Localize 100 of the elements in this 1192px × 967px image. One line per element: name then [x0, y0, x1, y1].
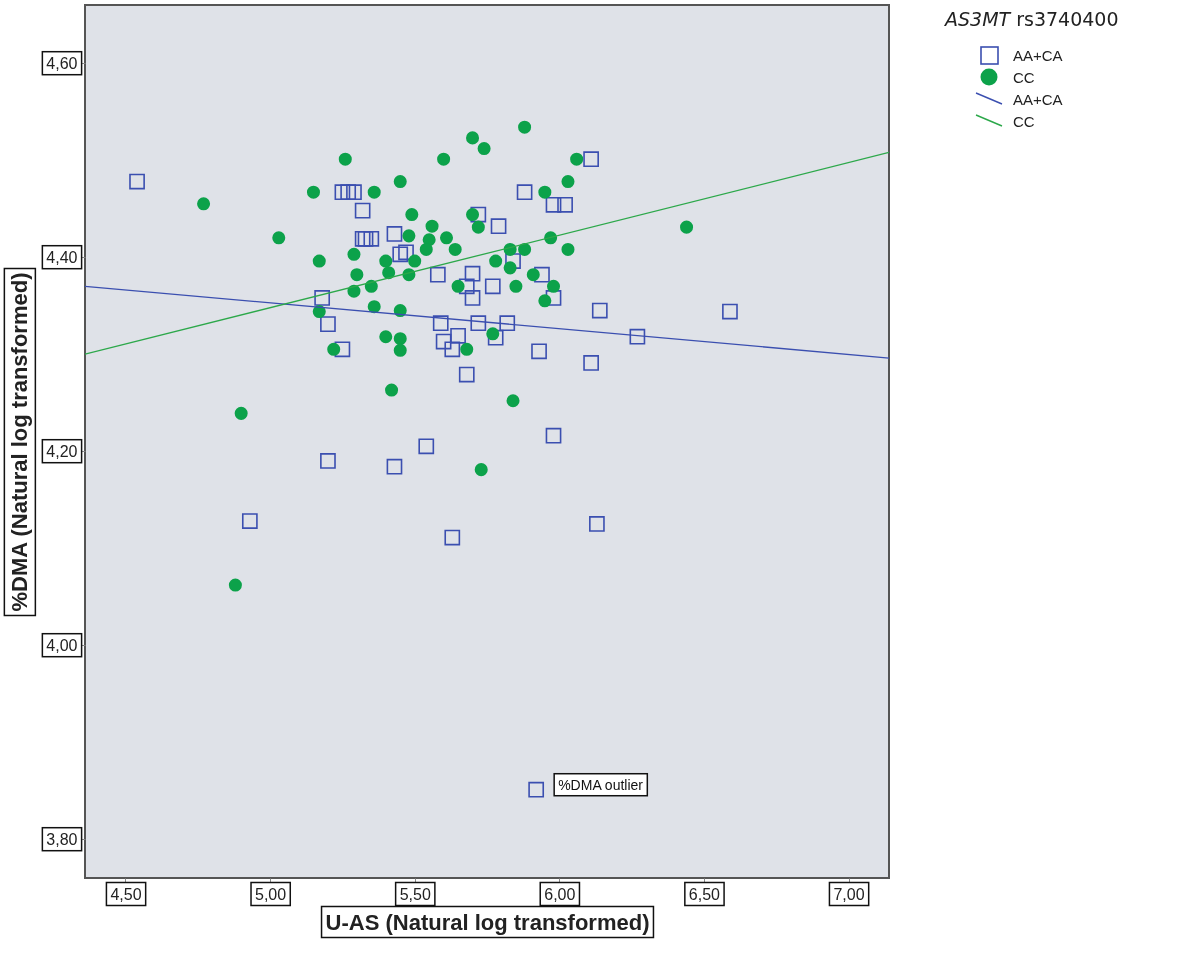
- point: [306, 185, 320, 199]
- point: [439, 231, 454, 245]
- point: [382, 266, 396, 280]
- point: [241, 513, 258, 529]
- point: [460, 342, 474, 356]
- point: [386, 458, 403, 475]
- point: [340, 184, 357, 201]
- point: [458, 278, 475, 295]
- point: [418, 438, 435, 455]
- point: [450, 327, 466, 344]
- point: [516, 184, 533, 201]
- y-tick-label: 4,40: [46, 248, 78, 266]
- point: [385, 383, 399, 397]
- point: [429, 266, 446, 283]
- point: [444, 341, 461, 358]
- legend-label: CC: [1013, 112, 1035, 130]
- point: [489, 254, 503, 268]
- point: [393, 175, 407, 189]
- x-axis-title: U-AS (Natural log transformed): [325, 909, 650, 935]
- point: [338, 152, 352, 166]
- point: [486, 327, 500, 341]
- legend-label: AA+CA: [1013, 46, 1063, 64]
- point: [444, 529, 461, 546]
- point: [425, 219, 439, 233]
- point: [386, 226, 403, 242]
- point: [531, 343, 547, 360]
- point: [477, 142, 491, 156]
- point: [402, 229, 416, 243]
- point: [398, 244, 414, 261]
- x-tick-label: 6,50: [688, 885, 721, 903]
- point: [583, 151, 599, 168]
- point: [408, 254, 422, 268]
- point: [363, 230, 380, 247]
- x-tick-label: 5,00: [255, 885, 287, 903]
- point: [490, 218, 507, 235]
- point: [538, 294, 552, 308]
- point: [379, 330, 393, 344]
- point: [526, 268, 540, 282]
- point: [509, 279, 523, 293]
- point: [487, 329, 504, 346]
- point: [451, 279, 465, 293]
- x-tick-label: 6,00: [544, 885, 576, 903]
- legend-label: CC: [1013, 68, 1035, 86]
- y-axis-title: %DMA (Natural log transformed): [7, 272, 33, 612]
- annotation: %DMA outlier: [558, 776, 644, 793]
- point: [437, 152, 451, 166]
- point: [228, 578, 242, 592]
- point: [528, 781, 545, 798]
- point: [680, 220, 694, 234]
- point: [518, 120, 532, 134]
- point: [419, 242, 433, 256]
- y-tick-label: 4,60: [46, 54, 78, 72]
- point: [379, 254, 393, 268]
- point: [367, 300, 381, 314]
- point: [334, 341, 351, 358]
- legend-label: AA+CA: [1013, 90, 1063, 108]
- point: [547, 279, 561, 293]
- point: [470, 315, 487, 332]
- point: [234, 406, 248, 420]
- point: [392, 246, 409, 263]
- point: [570, 152, 584, 166]
- point: [545, 196, 562, 213]
- x-tick-label: 7,00: [833, 885, 865, 903]
- point: [334, 184, 351, 201]
- point: [545, 427, 562, 444]
- point: [499, 315, 516, 332]
- point: [545, 290, 562, 306]
- point: [464, 265, 481, 282]
- point: [506, 394, 520, 408]
- point: [464, 290, 481, 306]
- point: [583, 355, 599, 371]
- point: [327, 342, 341, 356]
- point: [561, 175, 575, 189]
- point: [197, 197, 211, 211]
- point: [561, 242, 575, 256]
- point: [354, 202, 371, 219]
- point: [320, 453, 336, 469]
- point: [466, 131, 480, 145]
- point: [405, 208, 419, 222]
- point: [435, 333, 452, 350]
- point: [320, 316, 336, 332]
- point: [312, 254, 326, 268]
- y-tick-label: 3,80: [46, 830, 78, 848]
- point: [629, 328, 646, 345]
- point: [350, 268, 364, 282]
- point: [484, 278, 501, 295]
- point: [393, 343, 407, 357]
- point: [346, 184, 362, 201]
- point: [314, 290, 331, 306]
- point: [722, 303, 738, 320]
- point: [367, 185, 381, 199]
- point: [458, 366, 475, 383]
- point: [589, 516, 605, 532]
- point: [538, 185, 552, 199]
- point: [448, 242, 462, 256]
- y-tick-label: 4,20: [46, 442, 78, 460]
- point: [272, 231, 286, 245]
- point: [393, 332, 407, 346]
- point: [471, 220, 485, 234]
- x-tick-label: 5,50: [399, 885, 431, 903]
